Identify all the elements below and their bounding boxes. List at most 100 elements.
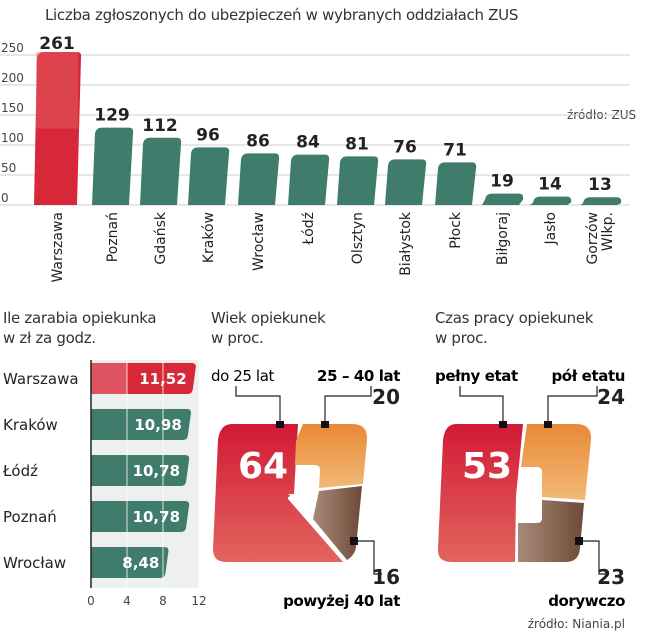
- y-tick-label: 150: [1, 101, 24, 115]
- x-tick-label: Kraków: [201, 212, 217, 263]
- x-tick-label: Jasło: [543, 212, 559, 246]
- svg-text:Gdańsk: Gdańsk: [153, 211, 169, 264]
- bar: [34, 52, 82, 205]
- slice-powyzej-40-lat: [313, 486, 362, 560]
- bar-value-label: 86: [246, 131, 270, 151]
- wage-bar: [91, 363, 196, 394]
- wage-value-label: 10,78: [133, 508, 180, 526]
- bar-highlight: [91, 363, 127, 394]
- x-tick-label: Wrocław: [251, 212, 267, 271]
- x-tick-label: Białystok: [398, 211, 414, 276]
- wage-bar: [91, 409, 191, 440]
- age-value-1: 20: [372, 385, 400, 409]
- x-tick-label: Łódź: [301, 212, 317, 246]
- x-tick-label: 12: [191, 594, 206, 608]
- y-tick-label: 200: [1, 71, 24, 85]
- slice-do-25-lat: [213, 424, 343, 562]
- work-value-2: 23: [597, 565, 625, 589]
- source-niania: źródło: Niania.pl: [528, 617, 625, 631]
- bar: [337, 156, 379, 205]
- work-label-2: dorywczo: [548, 592, 625, 610]
- wage-value-label: 10,98: [134, 416, 181, 434]
- svg-text:Poznań: Poznań: [105, 212, 121, 262]
- y-tick-label: 0: [1, 191, 9, 205]
- svg-text:Olsztyn: Olsztyn: [350, 212, 366, 264]
- wage-bar: [91, 455, 190, 486]
- bar-value-label: 84: [296, 133, 320, 153]
- bar-value-label: 261: [39, 34, 75, 54]
- svg-text:Łódź: Łódź: [301, 212, 317, 246]
- bar: [482, 193, 524, 205]
- x-tick-label: Gorzów Wlkp.: [585, 212, 616, 265]
- work-subtitle: w proc.: [435, 329, 488, 347]
- bar: [92, 127, 134, 205]
- age-label-2: powyżej 40 lat: [283, 592, 400, 610]
- bar-value-label: 71: [443, 140, 467, 160]
- bar-highlight: [36, 52, 78, 129]
- wage-subtitle: w zł za godz.: [3, 329, 96, 347]
- wage-category-label: Wrocław: [3, 554, 66, 572]
- wage-value-label: 8,48: [122, 554, 159, 572]
- x-tick-label: Gdańsk: [153, 211, 169, 264]
- slice-25-40-lat: [295, 424, 368, 488]
- bar: [238, 153, 280, 205]
- slice-dorywczo: [518, 500, 584, 562]
- work-title: Czas pracy opiekunek: [435, 309, 594, 327]
- wage-bar: [91, 501, 190, 532]
- age-title: Wiek opiekunek: [211, 309, 326, 327]
- x-tick-label: Olsztyn: [350, 212, 366, 264]
- age-value-2: 16: [372, 565, 400, 589]
- top-bar-chart: 0 50 100 150 200 250 261 Warszawa 129 Poznań 112 Gd…: [0, 34, 630, 283]
- bar: [188, 147, 230, 205]
- wage-category-label: Łódź: [2, 462, 38, 480]
- x-tick-label: 8: [159, 594, 167, 608]
- bar: [435, 162, 477, 205]
- bar: [140, 137, 182, 205]
- bar-value-label: 76: [393, 137, 417, 157]
- bar: [385, 159, 427, 205]
- slice-pol-etatu: [521, 424, 592, 500]
- bar-value-label: 129: [94, 106, 130, 126]
- bar-value-label: 14: [538, 175, 562, 195]
- svg-text:Biłgoraj: Biłgoraj: [495, 212, 511, 265]
- y-tick-label: 50: [1, 161, 16, 175]
- age-label-0: do 25 lat: [211, 367, 274, 385]
- svg-text:Wrocław: Wrocław: [251, 212, 267, 271]
- age-label-1: 25 – 40 lat: [317, 367, 400, 385]
- wage-value-label: 10,78: [133, 462, 180, 480]
- bar: [580, 197, 622, 205]
- x-tick-label: Warszawa: [50, 212, 66, 283]
- bar-value-label: 96: [196, 125, 220, 145]
- chart-title: Liczba zgłoszonych do ubezpieczeń w wybr…: [45, 6, 519, 24]
- wage-category-label: Warszawa: [3, 370, 79, 388]
- bar-value-label: 13: [588, 175, 612, 195]
- bar: [530, 196, 572, 205]
- svg-text:Białystok: Białystok: [398, 211, 414, 276]
- y-tick-label: 100: [1, 131, 24, 145]
- wage-category-label: Poznań: [3, 508, 57, 526]
- bar-value-label: 19: [490, 172, 514, 192]
- svg-text:Wlkp.: Wlkp.: [600, 212, 616, 251]
- work-value-1: 24: [597, 385, 625, 409]
- svg-text:Warszawa: Warszawa: [50, 212, 66, 283]
- wage-title: Ile zarabia opiekunka: [3, 309, 157, 327]
- svg-text:Kraków: Kraków: [201, 212, 217, 263]
- wage-bar: [91, 547, 169, 578]
- svg-text:Płock: Płock: [448, 211, 464, 249]
- svg-text:Jasło: Jasło: [543, 212, 559, 246]
- x-tick-label: 4: [123, 594, 131, 608]
- x-tick-label: 0: [87, 594, 95, 608]
- x-tick-label: Biłgoraj: [495, 212, 511, 265]
- work-big-value: 53: [462, 446, 512, 487]
- bar-value-label: 112: [142, 116, 178, 136]
- y-tick-label: 250: [1, 41, 24, 55]
- bar-value-label: 81: [345, 134, 369, 154]
- x-tick-label: Płock: [448, 211, 464, 249]
- bar: [288, 154, 330, 205]
- work-label-0: pełny etat: [435, 367, 518, 385]
- age-subtitle: w proc.: [211, 329, 264, 347]
- work-label-1: pół etatu: [551, 367, 625, 385]
